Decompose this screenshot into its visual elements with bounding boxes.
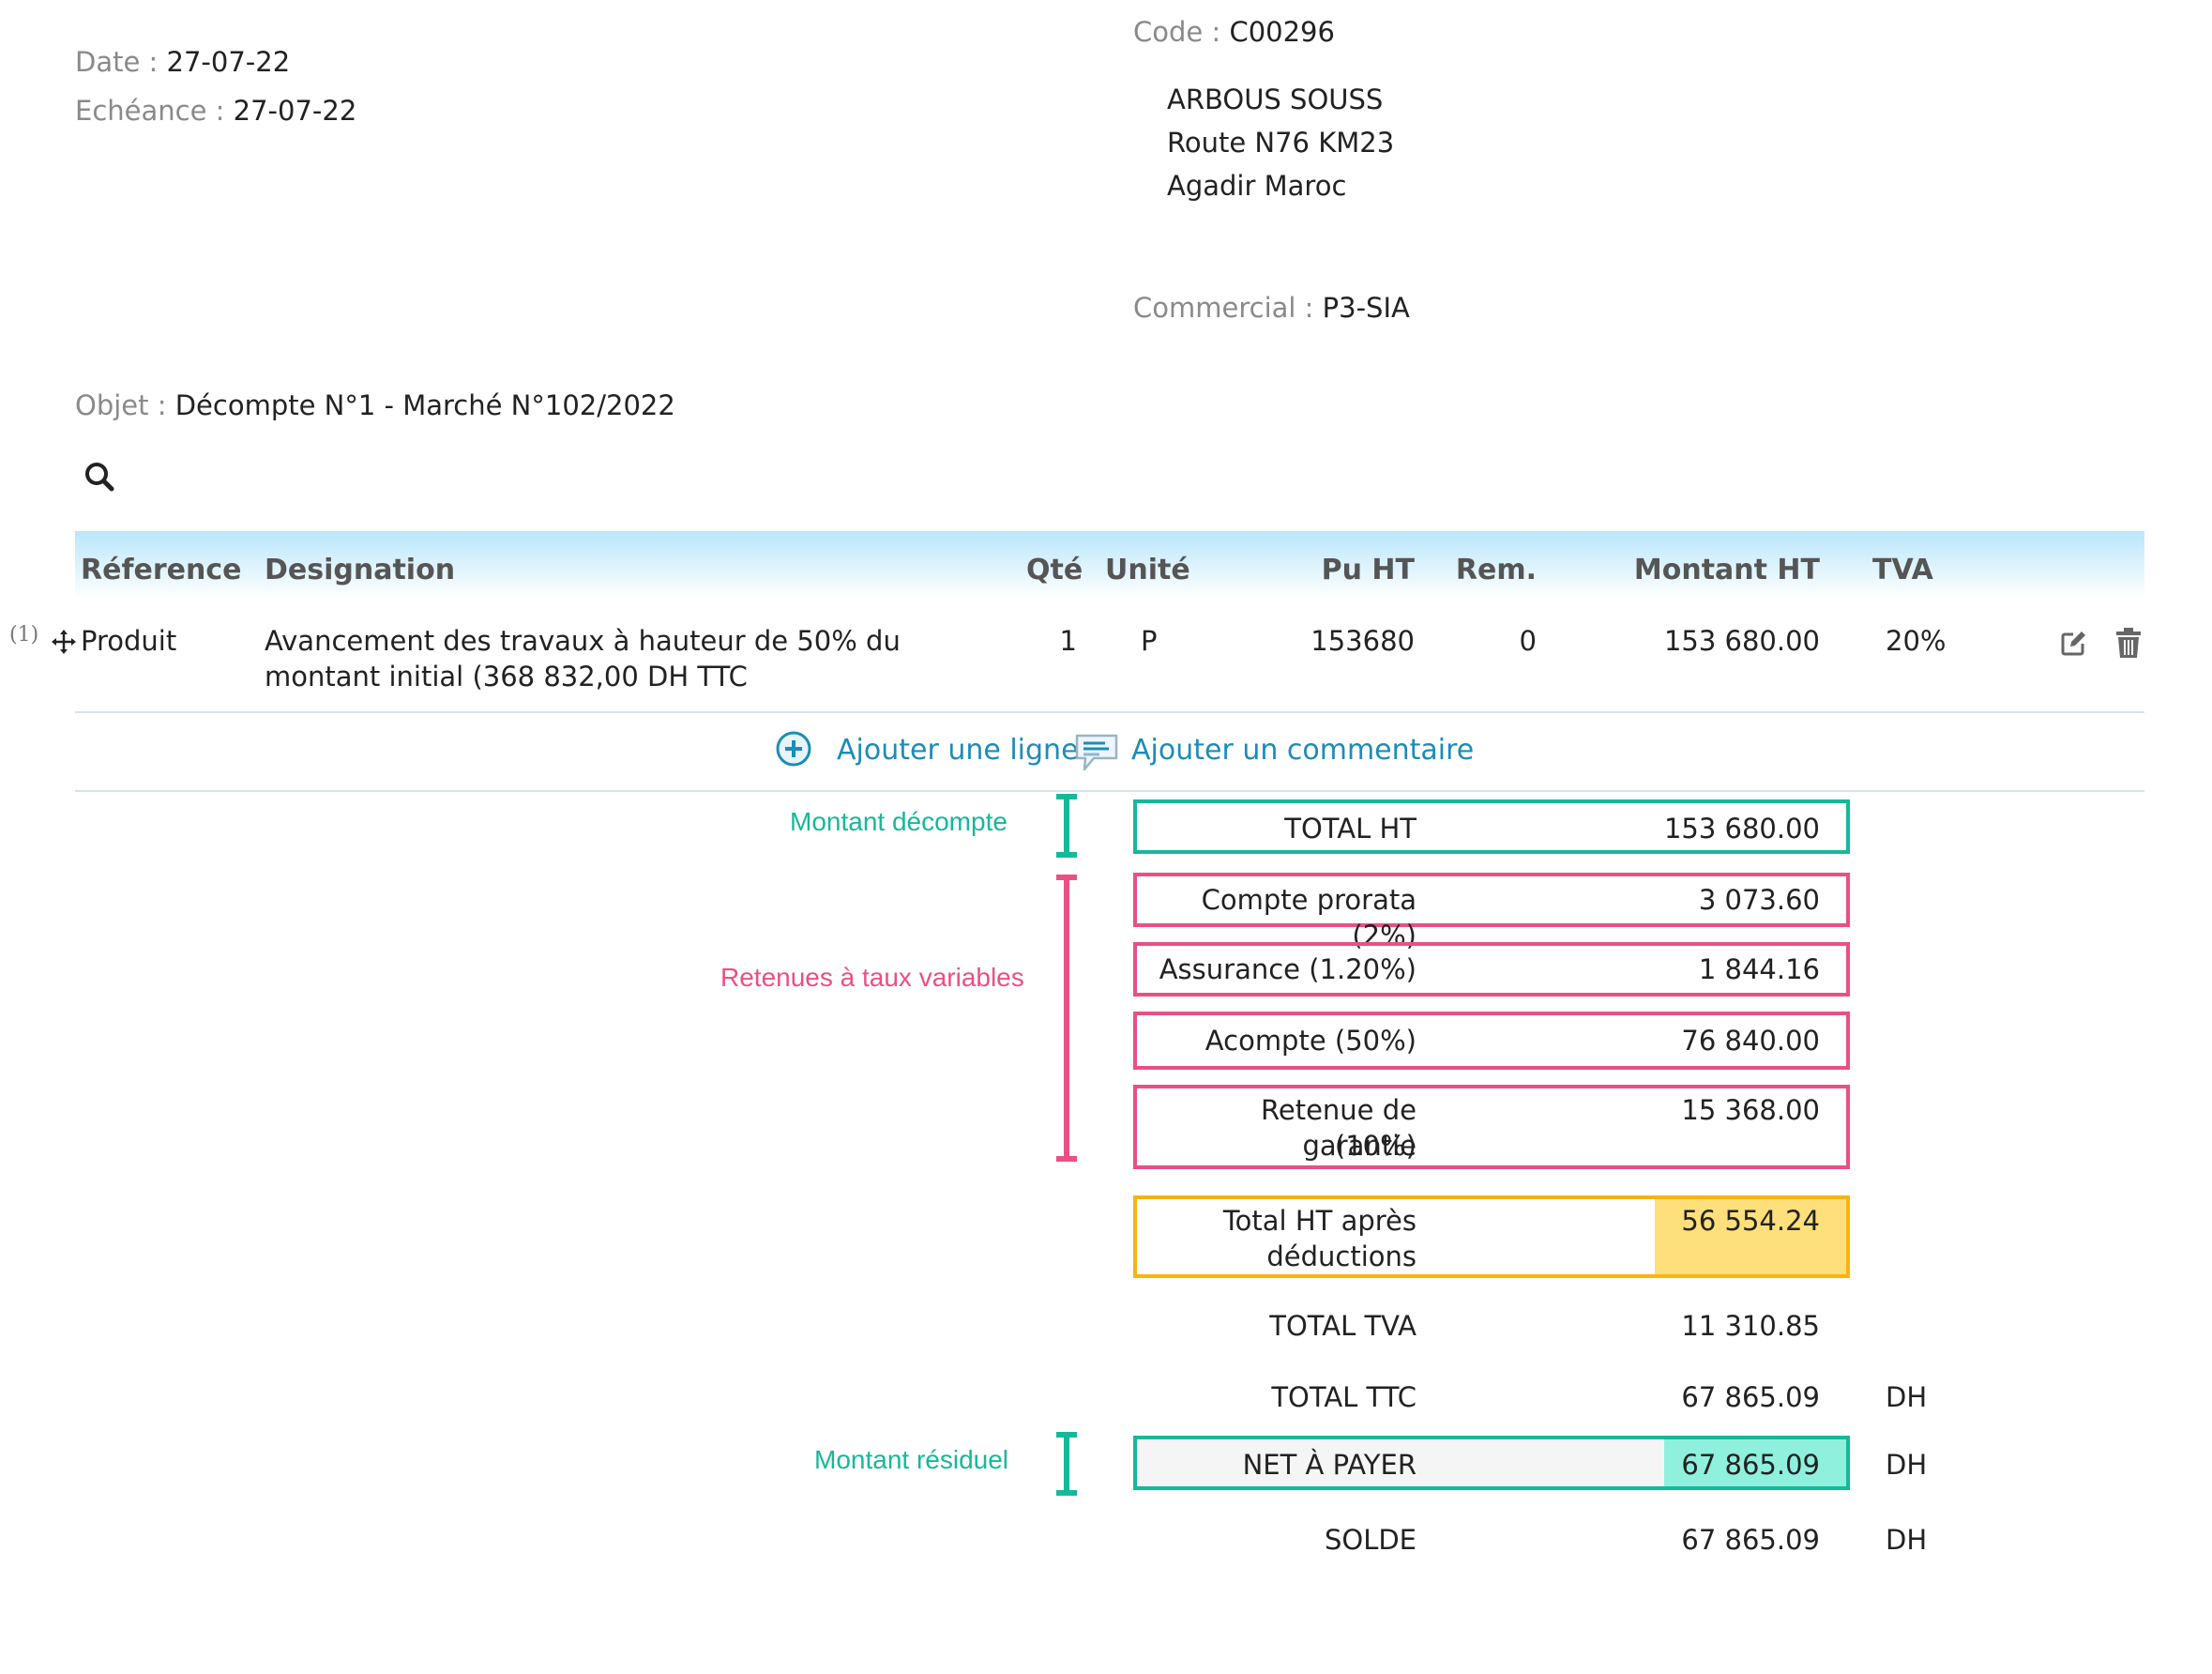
- after-deductions-box: [1133, 1195, 1850, 1278]
- commercial-value: P3-SIA: [1322, 292, 1410, 324]
- client-name: ARBOUS SOUSS: [1167, 84, 1384, 115]
- annotation-montant-decompte: Montant décompte: [790, 807, 1008, 836]
- net-a-payer-box: [1133, 1436, 1850, 1490]
- row-index: (1): [9, 623, 39, 647]
- row-tva: 20%: [1886, 625, 1947, 657]
- bracket-montant-residuel: [1056, 1432, 1077, 1496]
- acompte-value: 76 840.00: [1681, 1025, 1820, 1057]
- assurance-label: Assurance (1.20%): [1159, 953, 1417, 985]
- objet-row: Objet : Décompte N°1 - Marché N°102/2022: [75, 387, 675, 424]
- solde-currency: DH: [1886, 1524, 1928, 1556]
- annotation-montant-residuel: Montant résiduel: [814, 1445, 1009, 1474]
- total-ttc-value: 67 865.09: [1681, 1381, 1820, 1413]
- after-deductions-highlight: [1655, 1199, 1846, 1274]
- trash-icon[interactable]: [2114, 627, 2143, 659]
- net-a-payer-label: NET À PAYER: [1242, 1449, 1417, 1481]
- total-ttc-currency: DH: [1886, 1381, 1928, 1413]
- row-divider: [75, 711, 2144, 713]
- row-qte: 1: [1059, 625, 1077, 657]
- total-ttc-label: TOTAL TTC: [1271, 1381, 1417, 1413]
- column-designation[interactable]: Designation: [265, 554, 456, 586]
- comment-icon[interactable]: [1073, 732, 1120, 773]
- garantie-value: 15 368.00: [1681, 1094, 1820, 1126]
- code-value: C00296: [1229, 16, 1335, 48]
- date-label: Date :: [75, 46, 159, 78]
- net-a-payer-currency: DH: [1886, 1449, 1928, 1481]
- prorata-value: 3 073.60: [1698, 884, 1820, 916]
- net-a-payer-highlight: [1664, 1439, 1846, 1486]
- total-tva-label: TOTAL TVA: [1269, 1310, 1417, 1342]
- assurance-box: [1133, 942, 1850, 997]
- solde-label: SOLDE: [1324, 1524, 1417, 1556]
- acompte-box: [1133, 1012, 1850, 1070]
- column-qte[interactable]: Qté: [1026, 554, 1083, 586]
- echeance-value: 27-07-22: [233, 95, 357, 127]
- objet-value: Décompte N°1 - Marché N°102/2022: [174, 389, 675, 421]
- row-pu-ht: 153680: [1311, 625, 1415, 657]
- add-comment-link[interactable]: Ajouter un commentaire: [1131, 734, 1475, 767]
- add-line-link[interactable]: Ajouter une ligne: [837, 734, 1079, 767]
- code-row: Code : C00296: [1133, 13, 1335, 51]
- column-pu-ht[interactable]: Pu HT: [1321, 554, 1415, 586]
- code-label: Code :: [1133, 16, 1221, 48]
- row-designation-line1: Avancement des travaux à hauteur de 50% …: [265, 625, 901, 657]
- assurance-value: 1 844.16: [1698, 953, 1820, 985]
- search-icon[interactable]: [83, 460, 116, 494]
- row-montant-ht: 153 680.00: [1663, 625, 1820, 657]
- actions-divider: [75, 790, 2144, 792]
- prorata-label: Compte prorata (2%): [1201, 884, 1417, 951]
- move-icon[interactable]: [51, 629, 77, 655]
- prorata-box: [1133, 873, 1850, 927]
- date-row: Date : 27-07-22: [75, 43, 290, 81]
- bracket-retenues: [1056, 875, 1077, 1162]
- column-reference[interactable]: Réference: [81, 554, 242, 586]
- commercial-label: Commercial :: [1133, 292, 1314, 324]
- after-deductions-label-line2: déductions: [1266, 1240, 1417, 1272]
- bracket-montant-decompte: [1056, 794, 1077, 858]
- table-header: [75, 531, 2144, 599]
- after-deductions-label-line1: Total HT après: [1222, 1205, 1417, 1237]
- row-reference: Produit: [81, 625, 177, 657]
- date-value: 27-07-22: [166, 46, 291, 78]
- garantie-label-line1: Retenue de garantie: [1261, 1094, 1417, 1162]
- row-unite: P: [1141, 625, 1158, 657]
- garantie-box: [1133, 1085, 1850, 1169]
- objet-label: Objet :: [75, 389, 167, 421]
- annotation-retenues: Retenues à taux variables: [720, 963, 1024, 992]
- row-designation-line2: montant initial (368 832,00 DH TTC: [265, 661, 748, 692]
- echeance-row: Echéance : 27-07-22: [75, 92, 356, 129]
- after-deductions-value: 56 554.24: [1681, 1205, 1820, 1237]
- echeance-label: Echéance :: [75, 95, 225, 127]
- total-ht-box: [1133, 799, 1850, 854]
- net-a-payer-value: 67 865.09: [1681, 1449, 1820, 1481]
- garantie-label-line2: (10%): [1334, 1130, 1417, 1162]
- commercial-row: Commercial : P3-SIA: [1133, 289, 1410, 327]
- client-address-line1: Route N76 KM23: [1167, 127, 1395, 159]
- total-ht-value: 153 680.00: [1663, 813, 1820, 845]
- client-address-line2: Agadir Maroc: [1167, 170, 1347, 202]
- add-circle-icon[interactable]: [775, 730, 812, 768]
- column-rem[interactable]: Rem.: [1455, 554, 1537, 586]
- column-tva[interactable]: TVA: [1872, 554, 1933, 586]
- solde-value: 67 865.09: [1681, 1524, 1820, 1556]
- total-tva-value: 11 310.85: [1681, 1310, 1820, 1342]
- row-rem: 0: [1519, 625, 1537, 657]
- total-ht-label: TOTAL HT: [1284, 813, 1417, 845]
- column-unite[interactable]: Unité: [1105, 554, 1190, 586]
- acompte-label: Acompte (50%): [1204, 1025, 1417, 1057]
- column-montant-ht[interactable]: Montant HT: [1633, 554, 1820, 586]
- edit-icon[interactable]: [2058, 629, 2088, 659]
